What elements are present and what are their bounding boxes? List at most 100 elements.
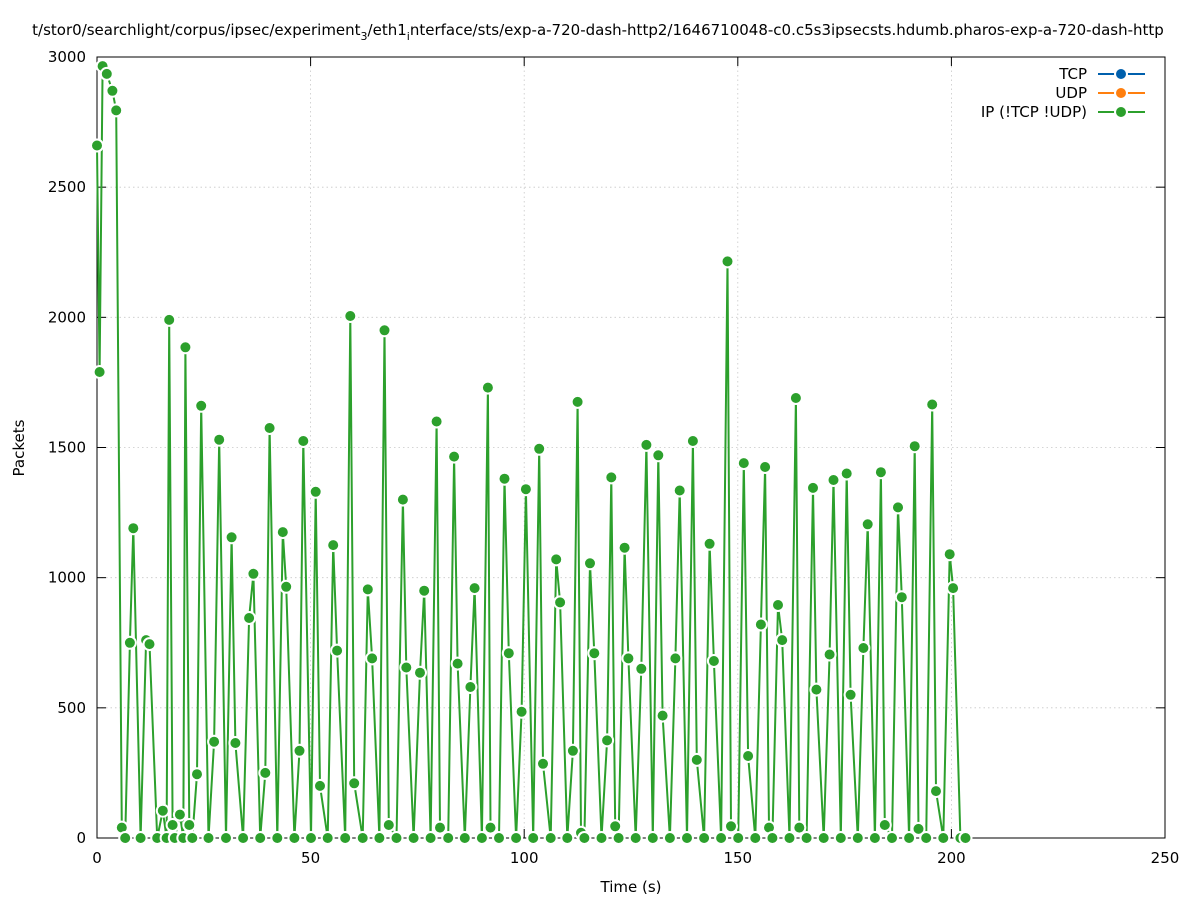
data-point [822, 647, 837, 662]
data-point [885, 831, 899, 845]
data-point [365, 651, 380, 666]
data-point [611, 831, 626, 845]
y-tick-label: 500 [57, 699, 86, 717]
data-point [748, 831, 763, 845]
data-point [194, 398, 209, 413]
data-point [338, 831, 353, 845]
data-point [190, 767, 204, 782]
data-point [292, 743, 307, 758]
data-point [518, 482, 533, 497]
data-point [600, 733, 615, 748]
data-point [942, 547, 957, 562]
data-point [753, 617, 768, 632]
data-point [809, 682, 824, 697]
y-axis-label: Packets [10, 419, 28, 476]
data-point [697, 831, 712, 845]
data-point [532, 441, 547, 456]
data-point [395, 492, 410, 507]
data-point [799, 831, 814, 845]
data-point [360, 582, 375, 597]
data-point [608, 819, 623, 834]
data-point [714, 831, 729, 845]
legend-label: TCP [1058, 65, 1087, 83]
data-point [514, 704, 529, 719]
x-tick-label: 0 [92, 849, 102, 867]
data-point [501, 646, 516, 661]
data-point [724, 819, 738, 834]
data-point [894, 590, 909, 605]
data-point [347, 776, 362, 791]
data-point [543, 831, 558, 845]
data-point [92, 365, 107, 379]
data-point [570, 394, 585, 409]
data-point [480, 380, 495, 395]
data-point [258, 765, 273, 780]
x-tick-label: 50 [301, 849, 320, 867]
data-point [958, 831, 973, 845]
x-axis-label: Time (s) [600, 878, 662, 896]
legend-label: UDP [1055, 84, 1087, 102]
data-point [287, 831, 302, 845]
data-point [279, 579, 294, 594]
data-point [509, 831, 524, 845]
data-point [320, 831, 335, 845]
series-line [96, 65, 966, 839]
data-point [850, 831, 865, 845]
data-point [372, 831, 387, 845]
data-point [355, 831, 370, 845]
data-point [182, 818, 197, 832]
data-point [877, 818, 892, 832]
data-point [270, 831, 285, 845]
data-point [447, 449, 462, 464]
legend-marker-sample [1114, 86, 1128, 100]
data-point [689, 752, 704, 767]
data-point [313, 778, 327, 793]
data-point [381, 818, 396, 832]
chart-title-subscript-2: i [407, 30, 410, 43]
data-point [891, 500, 905, 515]
data-point [577, 831, 592, 845]
data-point [308, 484, 323, 499]
data-point [782, 831, 797, 845]
data-point [594, 831, 609, 845]
data-point [155, 803, 170, 818]
data-point [450, 656, 465, 671]
data-point [126, 521, 141, 536]
data-point [105, 83, 120, 98]
data-point [133, 831, 148, 845]
data-point [651, 448, 666, 463]
data-point [413, 665, 427, 680]
data-point [246, 566, 261, 581]
data-point [604, 470, 619, 485]
x-tick-label: 150 [723, 849, 752, 867]
data-point [816, 831, 831, 845]
data-point [224, 530, 239, 545]
y-tick-label: 1000 [48, 569, 86, 587]
data-point [433, 820, 447, 835]
chart-title-subscript-1: 3 [361, 30, 368, 43]
data-point [833, 831, 848, 845]
data-point [560, 831, 575, 845]
y-tick-label: 0 [76, 829, 86, 847]
data-point [929, 784, 943, 799]
data-point [856, 641, 871, 655]
data-point [185, 831, 200, 845]
data-point [201, 831, 216, 845]
data-point [483, 820, 498, 835]
data-point [741, 749, 756, 763]
data-point [228, 736, 243, 750]
legend-label: IP (!TCP !UDP) [981, 103, 1087, 121]
data-point [860, 517, 875, 532]
legend-marker-sample [1114, 105, 1128, 119]
data-point [549, 552, 564, 567]
data-point [565, 743, 580, 758]
data-point [162, 312, 177, 327]
data-point [122, 635, 137, 650]
chart-title-part-c: nterface/sts/exp-a-720-dash-http2/164671… [410, 21, 1164, 39]
data-point [843, 687, 858, 702]
data-point [90, 138, 104, 153]
data-point [497, 471, 512, 486]
data-point [736, 456, 751, 471]
